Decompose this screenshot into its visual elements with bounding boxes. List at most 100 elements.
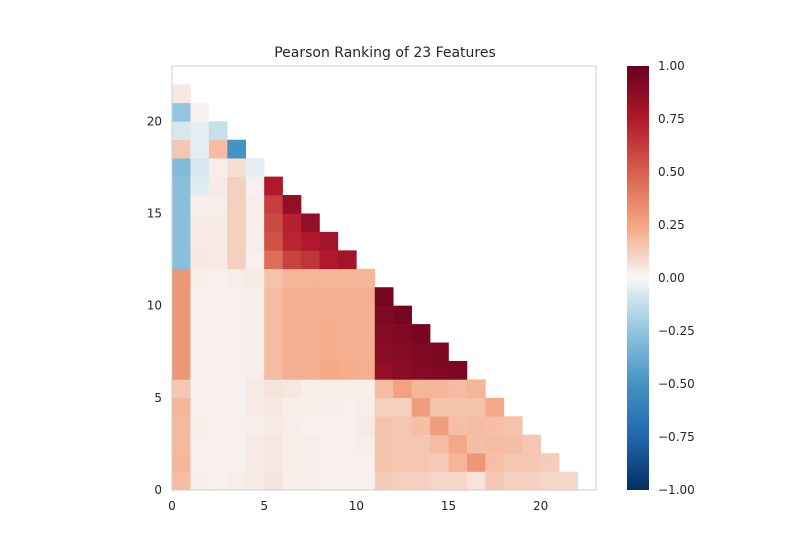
heatmap-cell bbox=[374, 471, 394, 491]
heatmap-cell bbox=[190, 158, 210, 177]
heatmap-cell bbox=[319, 453, 339, 472]
heatmap-cell bbox=[227, 342, 247, 362]
heatmap-cell bbox=[245, 305, 265, 325]
heatmap-cell bbox=[264, 453, 283, 472]
heatmap-cell bbox=[356, 416, 376, 435]
heatmap-cell bbox=[301, 416, 320, 435]
heatmap-cell bbox=[301, 379, 320, 399]
heatmap-cell bbox=[208, 158, 228, 177]
colorbar-tick-label: 0.25 bbox=[658, 218, 685, 232]
heatmap-cell bbox=[245, 195, 265, 214]
heatmap-cell bbox=[172, 453, 191, 472]
heatmap-cell bbox=[282, 250, 302, 270]
heatmap-cell bbox=[190, 360, 210, 380]
heatmap-cell bbox=[319, 379, 339, 399]
heatmap-cell bbox=[448, 397, 468, 417]
heatmap-cell bbox=[337, 379, 357, 399]
heatmap-cell bbox=[393, 434, 412, 454]
heatmap-cell bbox=[356, 360, 376, 380]
heatmap-cell bbox=[337, 287, 357, 306]
heatmap-cell bbox=[374, 324, 394, 343]
heatmap-cell bbox=[319, 324, 339, 343]
heatmap-cell bbox=[282, 231, 302, 251]
heatmap-cell bbox=[411, 471, 431, 491]
heatmap-cell bbox=[337, 324, 357, 343]
heatmap-cell bbox=[282, 213, 302, 233]
heatmap-cell bbox=[430, 471, 449, 491]
heatmap-cell bbox=[208, 397, 228, 417]
heatmap-cell bbox=[485, 397, 505, 417]
heatmap-cell bbox=[337, 434, 357, 454]
heatmap-cell bbox=[282, 360, 302, 380]
heatmap-cell bbox=[430, 434, 449, 454]
heatmap-cell bbox=[411, 379, 431, 399]
colorbar-tick-label: 0.50 bbox=[658, 165, 685, 179]
colorbar-tick-label: −1.00 bbox=[658, 483, 695, 497]
plot-frame bbox=[171, 65, 597, 491]
heatmap-cell bbox=[172, 360, 191, 380]
x-tick-label: 0 bbox=[168, 499, 176, 513]
heatmap-cell bbox=[227, 416, 247, 435]
heatmap-cell bbox=[301, 305, 320, 325]
heatmap-cell bbox=[393, 471, 412, 491]
heatmap-cell bbox=[172, 195, 191, 214]
heatmap-cell bbox=[411, 397, 431, 417]
heatmap-cell bbox=[282, 195, 302, 214]
heatmap-cell bbox=[374, 379, 394, 399]
heatmap-cell bbox=[227, 158, 247, 177]
heatmap-cell bbox=[245, 397, 265, 417]
heatmap-cell bbox=[264, 305, 283, 325]
heatmap-cell bbox=[190, 471, 210, 491]
heatmap-cell bbox=[411, 434, 431, 454]
heatmap-cell bbox=[264, 213, 283, 233]
heatmap-cell bbox=[559, 471, 578, 491]
heatmap-cell bbox=[208, 287, 228, 306]
heatmap-cell bbox=[190, 453, 210, 472]
heatmap-cell bbox=[430, 342, 449, 362]
heatmap-cell bbox=[337, 471, 357, 491]
heatmap-cell bbox=[540, 471, 560, 491]
heatmap-cell bbox=[190, 176, 210, 196]
heatmap-cell bbox=[319, 305, 339, 325]
heatmap-cell bbox=[356, 379, 376, 399]
heatmap-cell bbox=[264, 324, 283, 343]
heatmap-cell bbox=[208, 213, 228, 233]
heatmap-cell bbox=[245, 176, 265, 196]
heatmap-cell bbox=[282, 379, 302, 399]
heatmap-cell bbox=[448, 434, 468, 454]
heatmap-cell bbox=[282, 416, 302, 435]
heatmap-cell bbox=[264, 250, 283, 270]
heatmap-cell bbox=[356, 471, 376, 491]
heatmap-cell bbox=[190, 213, 210, 233]
heatmap-cell bbox=[264, 342, 283, 362]
colorbar-tick-label: 0.75 bbox=[658, 112, 685, 126]
heatmap-cell bbox=[227, 287, 247, 306]
heatmap-cell bbox=[208, 305, 228, 325]
heatmap-cell bbox=[190, 397, 210, 417]
heatmap-cell bbox=[190, 434, 210, 454]
heatmap-cell bbox=[227, 397, 247, 417]
heatmap-cell bbox=[190, 250, 210, 270]
heatmap-cell bbox=[208, 139, 228, 159]
heatmap-cell bbox=[374, 453, 394, 472]
heatmap-cell bbox=[301, 342, 320, 362]
heatmap-cell bbox=[264, 434, 283, 454]
heatmap-cell bbox=[172, 268, 191, 288]
heatmap-cell bbox=[264, 360, 283, 380]
heatmap-cell bbox=[264, 397, 283, 417]
heatmap-cell bbox=[503, 453, 523, 472]
heatmap-cell bbox=[282, 434, 302, 454]
heatmap-cell bbox=[374, 342, 394, 362]
heatmap-cell bbox=[208, 231, 228, 251]
heatmap-cell bbox=[393, 397, 412, 417]
heatmap-cell bbox=[337, 342, 357, 362]
heatmap-cell bbox=[264, 195, 283, 214]
heatmap-cell bbox=[208, 416, 228, 435]
heatmap-cell bbox=[190, 287, 210, 306]
heatmap-cell bbox=[282, 453, 302, 472]
heatmap-cell bbox=[190, 195, 210, 214]
heatmap-cell bbox=[374, 416, 394, 435]
x-axis-ticks: 0 5 10 15 20 bbox=[168, 499, 548, 513]
heatmap-cell bbox=[264, 416, 283, 435]
